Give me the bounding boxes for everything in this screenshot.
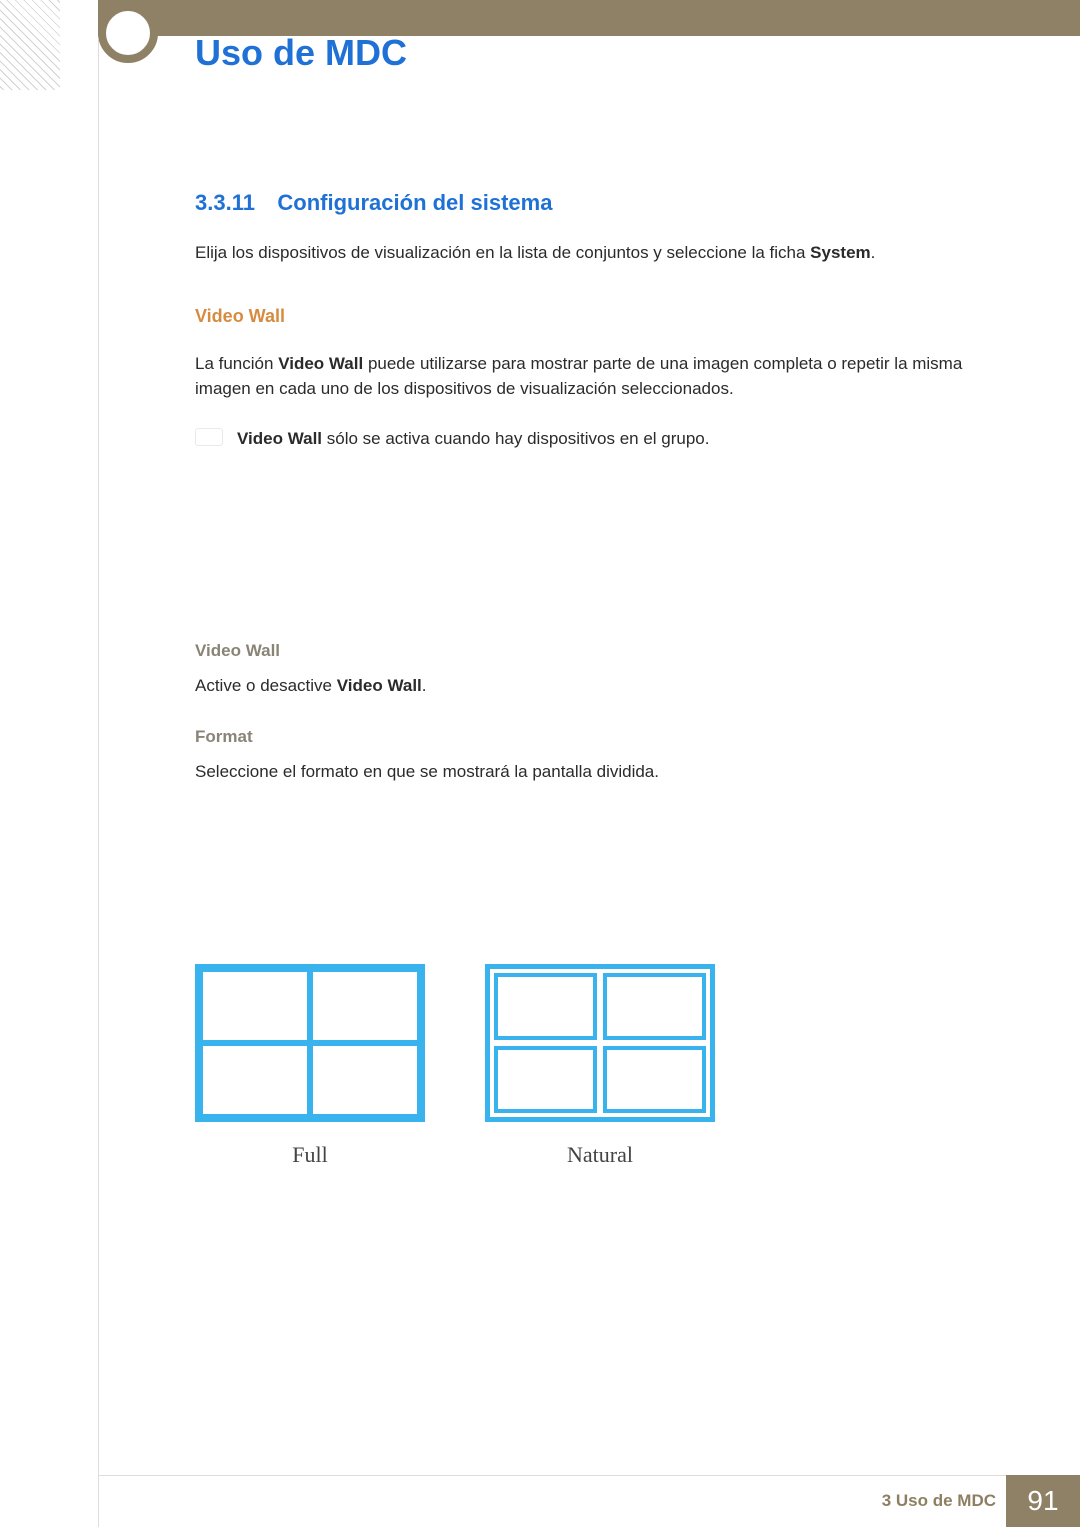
sub-videowall-label: Video Wall [195,641,1000,661]
sub-videowall-text: Active o desactive Video Wall. [195,673,1000,699]
section-heading: 3.3.11 Configuración del sistema [195,190,1000,216]
intro-paragraph: Elija los dispositivos de visualización … [195,240,1000,266]
svw-bold: Video Wall [337,676,422,695]
videowall-paragraph: La función Video Wall puede utilizarse p… [195,351,1000,402]
section-number: 3.3.11 [195,190,255,215]
videowall-heading: Video Wall [195,306,1000,327]
chapter-title: Uso de MDC [195,32,407,74]
vw-bold: Video Wall [278,354,363,373]
note-post: sólo se activa cuando hay dispositivos e… [322,429,709,448]
left-margin [0,0,98,1527]
grid-natural-diagram [485,964,715,1122]
chapter-number-circle [98,3,158,63]
format-figures: Full Natural [195,964,1000,1168]
note-icon [195,428,223,446]
grid-cell [310,969,420,1043]
page-number-box: 91 [1006,1475,1080,1527]
intro-pre: Elija los dispositivos de visualización … [195,243,810,262]
intro-post: . [871,243,876,262]
sub-format-label: Format [195,727,1000,747]
grid-cell [200,1043,310,1117]
figure-full: Full [195,964,425,1168]
intro-bold: System [810,243,870,262]
vertical-rule [98,40,99,1527]
header-band [98,0,1080,36]
footer-label: 3 Uso de MDC [882,1475,996,1527]
grid-cell [310,1043,420,1117]
page-number: 91 [1027,1485,1058,1517]
vw-pre: La función [195,354,278,373]
grid-cell [494,1046,597,1113]
corner-hatch-decoration [0,0,60,90]
grid-cell [200,969,310,1043]
note-text: Video Wall sólo se activa cuando hay dis… [237,426,710,452]
figure-natural-caption: Natural [567,1142,633,1168]
grid-cell [494,973,597,1040]
note-bold: Video Wall [237,429,322,448]
svw-pre: Active o desactive [195,676,337,695]
grid-full-diagram [195,964,425,1122]
figure-full-caption: Full [292,1142,327,1168]
svw-post: . [422,676,427,695]
note-row: Video Wall sólo se activa cuando hay dis… [195,426,1000,452]
sub-format-text: Seleccione el formato en que se mostrará… [195,759,1000,785]
figure-natural: Natural [485,964,715,1168]
grid-cell [603,973,706,1040]
footer: 3 Uso de MDC 91 [0,1475,1080,1527]
grid-cell [603,1046,706,1113]
section-title: Configuración del sistema [277,190,552,215]
